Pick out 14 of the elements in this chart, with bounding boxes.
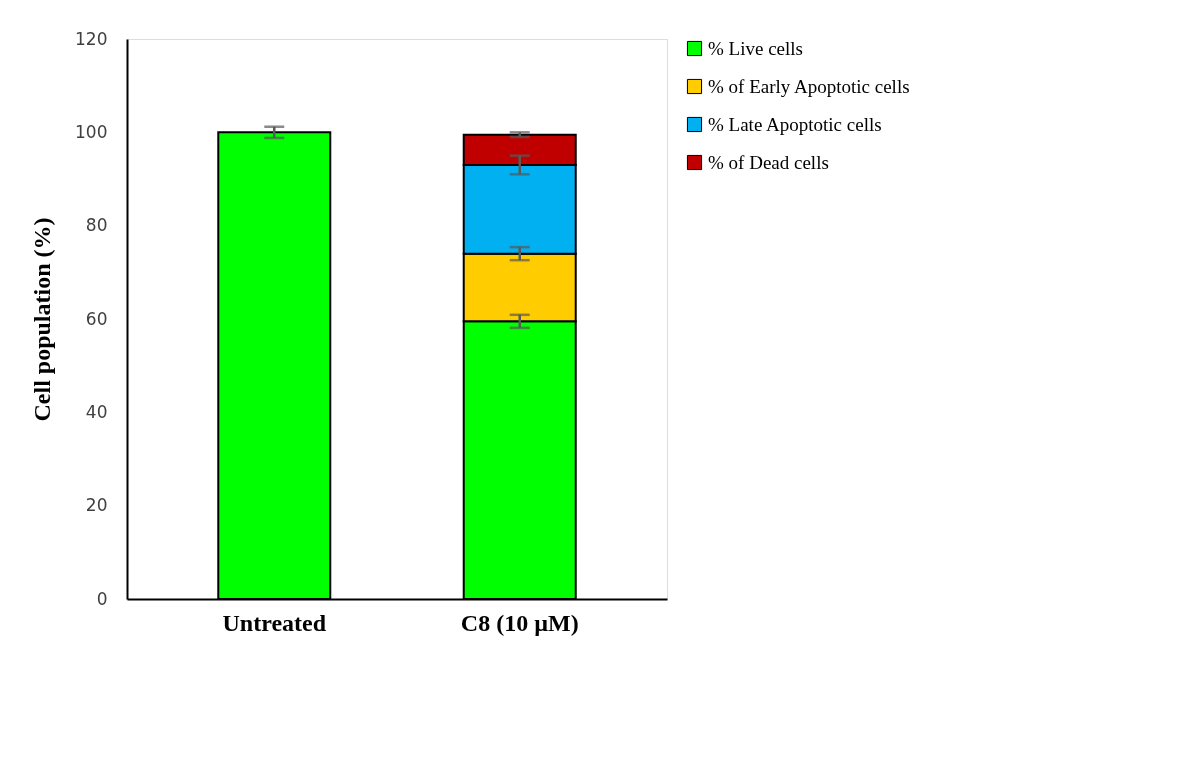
legend-label: % of Early Apoptotic cells <box>708 75 910 97</box>
y-tick-label: 120 <box>75 28 108 49</box>
y-tick-label: 100 <box>75 121 108 142</box>
y-tick-label: 20 <box>85 495 108 516</box>
x-tick-label: Untreated <box>222 609 327 636</box>
legend-label: % of Dead cells <box>708 151 829 173</box>
y-axis-title: Cell population (%) <box>29 217 56 422</box>
legend-label: % Late Apoptotic cells <box>708 113 882 135</box>
x-tick-label: C8 (10 µM) <box>460 609 579 636</box>
y-tick-label: 80 <box>85 215 108 236</box>
y-tick-label: 0 <box>96 588 108 609</box>
legend-label: % Live cells <box>708 37 803 59</box>
y-tick-label: 40 <box>85 401 108 422</box>
y-tick-label: 60 <box>85 308 108 329</box>
